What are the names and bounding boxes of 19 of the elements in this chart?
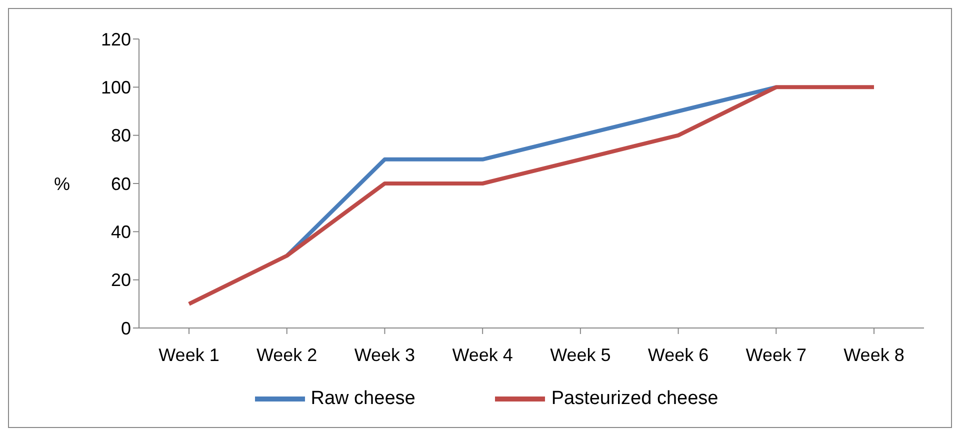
- y-tick-label: 20: [110, 270, 131, 290]
- x-tick-label: Week 4: [452, 344, 513, 365]
- y-tick-label: 100: [100, 78, 131, 98]
- x-tick-label: Week 8: [844, 344, 904, 365]
- y-tick-label: 40: [110, 222, 131, 242]
- x-tick-label: Week 2: [256, 344, 318, 365]
- x-tick-label: Week 7: [746, 344, 806, 365]
- legend-label: Pasteurized cheese: [551, 388, 718, 410]
- y-axis-title: %: [54, 174, 70, 194]
- y-tick-label: 60: [110, 174, 131, 194]
- y-tick-label: 0: [120, 318, 131, 338]
- x-tick-label: Week 6: [648, 344, 709, 365]
- legend-label: Raw cheese: [310, 388, 416, 410]
- x-tick-label: Week 1: [158, 344, 220, 365]
- y-tick-label: 120: [100, 29, 131, 50]
- line-series: [187, 85, 876, 306]
- x-tick-label: Week 3: [354, 344, 416, 365]
- x-tick-label: Week 5: [550, 344, 611, 365]
- y-tick-label: 80: [110, 126, 131, 146]
